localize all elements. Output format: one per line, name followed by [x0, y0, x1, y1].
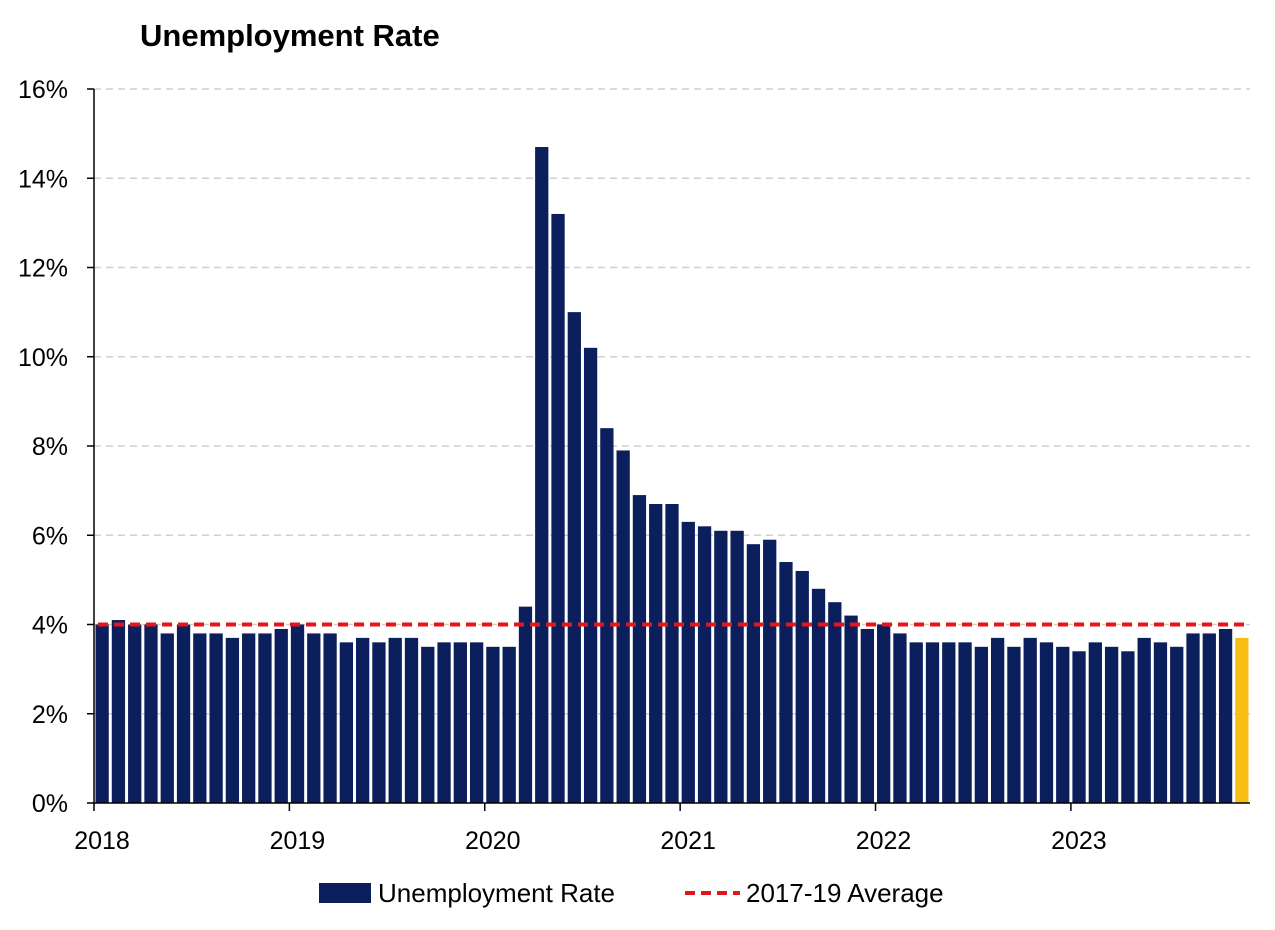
bar	[714, 530, 728, 803]
bar	[697, 526, 712, 803]
bar	[909, 642, 923, 803]
y-tick-label: 6%	[32, 522, 68, 550]
x-tick-label: 2021	[660, 827, 716, 855]
x-tick-label: 2020	[465, 827, 521, 855]
bar	[893, 633, 907, 803]
bar	[176, 624, 191, 803]
axis-layer: 0% 2% 4% 6% 8% 10% 12% 14% 16% 2018 2019 2020 2021 20…	[18, 76, 1250, 855]
bar	[746, 544, 761, 803]
y-tick-label: 8%	[32, 433, 68, 461]
bar	[404, 637, 419, 803]
y-tick-label: 16%	[18, 76, 68, 104]
bar	[795, 570, 809, 803]
bar	[209, 633, 223, 803]
bar	[388, 637, 402, 803]
bar	[323, 633, 337, 803]
legend-label-average: 2017-19 Average	[746, 878, 944, 908]
bar	[1023, 637, 1037, 803]
bar	[372, 642, 386, 803]
y-tick-label: 4%	[32, 612, 68, 640]
bar	[811, 588, 826, 803]
bar	[1007, 646, 1021, 803]
bar	[828, 602, 842, 803]
bar	[128, 624, 142, 803]
bars-layer	[95, 147, 1249, 803]
bar	[990, 637, 1005, 803]
bar	[518, 606, 533, 803]
bar	[600, 428, 614, 803]
bar	[1088, 642, 1102, 803]
y-tick-label: 2%	[32, 701, 68, 729]
bar	[535, 147, 549, 803]
chart-title: Unemployment Rate	[140, 18, 440, 53]
bar	[844, 615, 858, 803]
x-tick-label: 2019	[270, 827, 326, 855]
y-tick-label: 0%	[32, 790, 68, 818]
bar	[95, 624, 109, 803]
bar	[567, 312, 581, 803]
bar	[339, 642, 354, 803]
bar	[1153, 642, 1168, 803]
bar	[583, 347, 598, 803]
bar	[193, 633, 207, 803]
bar	[486, 646, 500, 803]
bar	[1170, 646, 1184, 803]
y-tick-label: 12%	[18, 255, 68, 283]
bar	[1218, 628, 1233, 803]
bar	[681, 521, 695, 803]
legend-swatch-unemployment-rate	[319, 883, 371, 903]
x-tick-label: 2022	[856, 827, 912, 855]
bar	[1121, 651, 1135, 803]
bar	[258, 633, 272, 803]
bar	[1137, 637, 1151, 803]
bar	[437, 642, 451, 803]
bar	[877, 624, 891, 803]
bar	[421, 646, 435, 803]
x-tick-label: 2018	[74, 827, 130, 855]
bar	[356, 637, 370, 803]
bar	[1235, 637, 1249, 803]
y-tick-label: 14%	[18, 165, 68, 193]
bar	[942, 642, 956, 803]
bar	[665, 504, 679, 803]
bar	[779, 562, 793, 803]
bar	[274, 628, 288, 803]
bar	[1039, 642, 1054, 803]
bar	[925, 642, 940, 803]
x-tick-label: 2023	[1051, 827, 1107, 855]
bar	[469, 642, 484, 803]
bar	[730, 530, 744, 803]
bar	[1072, 651, 1086, 803]
bar	[958, 642, 972, 803]
bar	[1056, 646, 1070, 803]
legend: Unemployment Rate 2017-19 Average	[319, 878, 944, 908]
bar	[225, 637, 240, 803]
legend-label-unemployment-rate: Unemployment Rate	[378, 878, 615, 908]
bar	[551, 213, 565, 803]
bar	[502, 646, 516, 803]
bar	[763, 539, 777, 803]
bar	[649, 504, 663, 803]
bar	[160, 633, 174, 803]
bar	[1186, 633, 1200, 803]
bar	[453, 642, 467, 803]
y-tick-label: 10%	[18, 344, 68, 372]
bar	[632, 495, 647, 803]
bar	[1202, 633, 1216, 803]
bar	[860, 628, 875, 803]
bar	[242, 633, 256, 803]
bar	[1104, 646, 1119, 803]
bar	[616, 450, 630, 803]
bar	[974, 646, 988, 803]
bar	[290, 624, 305, 803]
bar	[307, 633, 321, 803]
bar	[111, 620, 126, 803]
bar	[144, 624, 158, 803]
